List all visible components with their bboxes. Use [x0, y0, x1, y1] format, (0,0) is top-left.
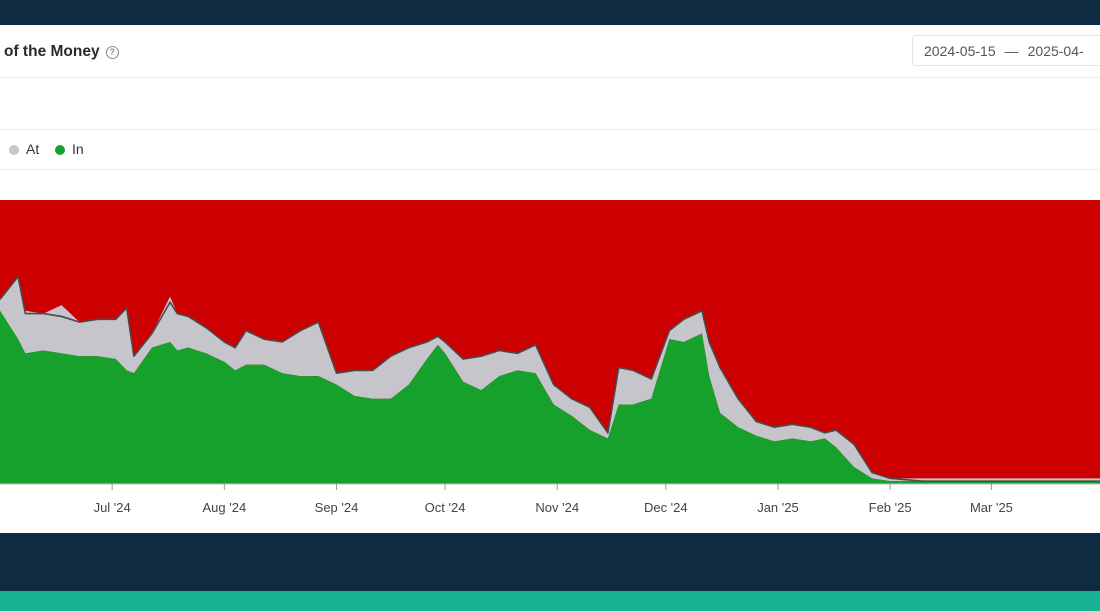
- x-tick-label: Dec '24: [644, 500, 688, 515]
- chart-title-text: of the Money: [4, 43, 100, 60]
- money-distribution-chart: Jul '24 Aug '24 Sep '24 Oct '24 Nov '24 Dec '…: [0, 200, 1100, 515]
- x-tick-label: Jan '25: [757, 500, 799, 515]
- in-the-money-area: [0, 310, 1100, 484]
- x-tick-label: Sep '24: [315, 500, 359, 515]
- x-tick-label: Mar '25: [970, 500, 1013, 515]
- legend-label-in: In: [72, 141, 84, 157]
- date-range-end: 2025-04-: [1027, 43, 1084, 59]
- legend-dot-in: [55, 145, 65, 155]
- x-tick-label: Jul '24: [94, 500, 131, 515]
- question-circle-icon[interactable]: ?: [105, 46, 119, 59]
- card-header: of the Money? 2024-05-15 — 2025-04-: [0, 25, 1100, 78]
- x-tick-label: Nov '24: [535, 500, 579, 515]
- date-range-start: 2024-05-15: [924, 43, 996, 59]
- legend-item-at[interactable]: At: [9, 141, 39, 157]
- legend-dot-at: [9, 145, 19, 155]
- overlay-line: [0, 275, 1100, 482]
- legend-item-in[interactable]: In: [55, 141, 84, 157]
- date-range-picker[interactable]: 2024-05-15 — 2025-04-: [912, 35, 1100, 66]
- x-tick-label: Feb '25: [869, 500, 912, 515]
- at-the-money-area: [0, 276, 1100, 482]
- x-tick-label: Aug '24: [202, 500, 246, 515]
- bottom-accent-bar: [0, 591, 1100, 611]
- chart-legend: At In: [0, 130, 1100, 170]
- chart-title: of the Money?: [4, 43, 119, 61]
- top-band: [0, 0, 1100, 25]
- toolbar-row: [0, 78, 1100, 130]
- date-range-separator: —: [1004, 43, 1019, 59]
- x-tick-label: Oct '24: [425, 500, 466, 515]
- bottom-band: [0, 533, 1100, 591]
- chart-card: of the Money? 2024-05-15—2025-04- At In …: [0, 25, 1100, 533]
- legend-label-at: At: [26, 141, 40, 157]
